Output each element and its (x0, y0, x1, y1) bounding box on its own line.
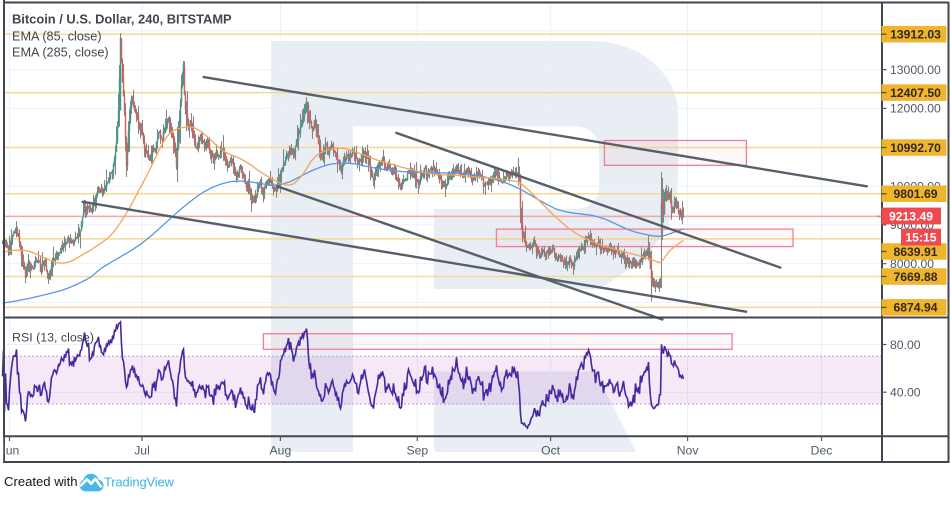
svg-text:Oct: Oct (541, 444, 561, 458)
svg-text:10992.70: 10992.70 (890, 141, 941, 155)
svg-text:80.00: 80.00 (890, 338, 921, 352)
svg-text:Jun: Jun (0, 444, 19, 458)
svg-text:40.00: 40.00 (890, 386, 921, 400)
svg-text:15:15: 15:15 (905, 230, 936, 244)
svg-text:Created with: Created with (4, 474, 78, 489)
svg-text:Jul: Jul (134, 444, 150, 458)
svg-text:Bitcoin / U.S. Dollar, 240, BI: Bitcoin / U.S. Dollar, 240, BITSTAMP (12, 12, 232, 27)
svg-text:9213.49: 9213.49 (889, 209, 933, 223)
svg-text:13000.00: 13000.00 (890, 63, 941, 77)
svg-text:Dec: Dec (811, 444, 833, 458)
svg-text:8639.91: 8639.91 (893, 245, 937, 259)
svg-text:EMA (285, close): EMA (285, close) (12, 46, 109, 60)
svg-text:9801.69: 9801.69 (893, 187, 937, 201)
svg-text:12407.50: 12407.50 (890, 86, 941, 100)
svg-text:12000.00: 12000.00 (890, 102, 941, 116)
svg-text:7669.88: 7669.88 (893, 270, 937, 284)
svg-text:Aug: Aug (270, 444, 292, 458)
svg-text:6874.94: 6874.94 (893, 301, 937, 315)
svg-text:Sep: Sep (406, 444, 428, 458)
svg-text:8000.00: 8000.00 (890, 257, 934, 271)
svg-text:13912.03: 13912.03 (890, 27, 941, 41)
svg-text:RSI (13, close): RSI (13, close) (12, 331, 94, 345)
svg-text:Nov: Nov (677, 444, 700, 458)
svg-text:EMA (85, close): EMA (85, close) (12, 30, 102, 44)
svg-text:TradingView: TradingView (104, 475, 175, 490)
